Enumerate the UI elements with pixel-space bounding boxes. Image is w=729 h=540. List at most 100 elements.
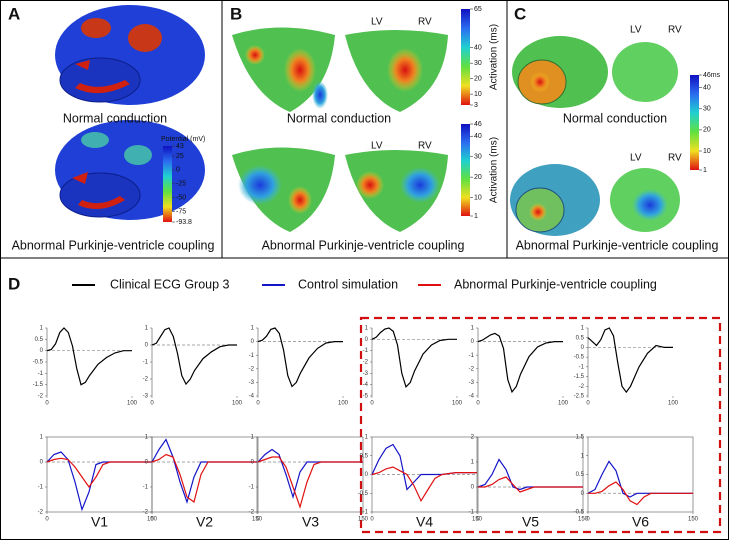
colorbar-tick-label: 20	[474, 76, 482, 83]
y-tick-label: 1	[145, 435, 149, 441]
legend-label: Control simulation	[298, 277, 398, 291]
colorbar-tick-label: 40	[474, 45, 482, 52]
colorbar-tick-label: 1	[474, 213, 478, 220]
y-tick-label: 1	[365, 435, 369, 441]
chamber-label: LV	[630, 153, 642, 164]
y-tick-label: -2	[249, 510, 255, 516]
y-tick-label: -1	[469, 353, 475, 359]
caption: Abnormal Purkinje-ventricle coupling	[516, 238, 719, 252]
y-tick-label: -4	[469, 394, 475, 400]
chamber-label: RV	[668, 25, 682, 36]
y-tick-label: -0.5	[574, 510, 585, 516]
colorbar-tick-label: 40	[474, 133, 482, 140]
x-tick-label: 150	[252, 517, 263, 523]
y-tick-label: -5	[363, 394, 369, 400]
x-tick-label: 0	[370, 401, 374, 407]
y-tick-label: -1	[363, 510, 369, 516]
y-tick-label: 1	[581, 326, 585, 332]
ecg-line	[257, 327, 343, 388]
caption: Normal conduction	[63, 111, 167, 125]
colorbar-tick-label: 65	[474, 6, 482, 13]
y-tick-label: 1	[40, 326, 44, 332]
heart-b	[232, 27, 448, 232]
plot-frame	[151, 436, 258, 513]
x-tick-label: 0	[150, 517, 154, 523]
heart-a-normal	[55, 5, 205, 105]
colorbar-tick-label: -50	[176, 195, 186, 202]
caption: Normal conduction	[563, 111, 667, 125]
colorbar-tick-label: 30	[474, 60, 482, 67]
y-tick-label: -0.5	[358, 491, 369, 497]
y-tick-label: -3	[469, 380, 475, 386]
y-tick-label: -2	[363, 360, 369, 366]
ecg-line	[151, 438, 257, 504]
x-tick-label: 0	[476, 517, 480, 523]
ecg-line	[151, 453, 257, 503]
y-tick-label: -2	[38, 510, 44, 516]
x-tick-label: 150	[578, 517, 589, 523]
caption: Normal conduction	[287, 111, 391, 125]
y-tick-label: 1	[40, 435, 44, 441]
y-tick-label: 1	[145, 326, 149, 332]
colorbar-tick-label: 43	[176, 143, 184, 150]
y-tick-label: -1	[579, 364, 585, 370]
colorbar-tick-label: 10	[474, 194, 482, 201]
heart-c	[510, 36, 680, 236]
y-tick-label: 0	[40, 348, 44, 354]
legend-label: Clinical ECG Group 3	[110, 277, 230, 291]
ecg-line	[477, 458, 583, 491]
x-tick-label: 0	[476, 401, 480, 407]
legend-label: Abnormal Purkinje-ventricle coupling	[454, 277, 657, 291]
lead-label: V6	[632, 514, 649, 530]
y-tick-label: 0	[40, 460, 44, 466]
x-tick-label: 150	[688, 517, 699, 523]
x-tick-label: 0	[370, 517, 374, 523]
x-tick-label: 0	[586, 401, 590, 407]
panel-label: D	[8, 274, 20, 293]
y-tick-label: 2	[471, 435, 475, 441]
colorbar	[690, 75, 699, 170]
ecg-line	[588, 481, 693, 506]
y-tick-label: -1	[363, 348, 369, 354]
y-tick-label: -1	[38, 485, 44, 491]
y-tick-label: -2	[579, 384, 585, 390]
colorbar	[461, 9, 470, 105]
y-tick-label: 0	[471, 485, 475, 491]
y-tick-label: -1	[38, 371, 44, 377]
lead-label: V1	[91, 514, 108, 530]
y-tick-label: 0.5	[360, 453, 369, 459]
colorbar-tick-label: 30	[474, 154, 482, 161]
panel-label: B	[230, 4, 242, 23]
colorbar-title: Activation (ms)	[489, 137, 500, 203]
caption: Abnormal Purkinje-ventricle coupling	[262, 238, 465, 252]
x-tick-label: 100	[452, 401, 463, 407]
lead-label: V3	[302, 514, 319, 530]
highlight-box	[359, 316, 722, 534]
y-tick-label: -2.5	[574, 394, 585, 400]
chamber-label: LV	[371, 17, 383, 28]
ecg-line	[587, 460, 693, 498]
x-tick-label: 100	[232, 401, 243, 407]
y-tick-label: -4	[363, 382, 369, 388]
y-tick-label: 1	[251, 326, 255, 332]
y-tick-label: -1.5	[574, 374, 585, 380]
y-tick-label: 0	[145, 460, 149, 466]
colorbar-tick-label: 10	[474, 91, 482, 98]
colorbar-tick-label: -25	[176, 181, 186, 188]
y-tick-label: 0	[365, 337, 369, 343]
caption: Abnormal Purkinje-ventricle coupling	[12, 238, 215, 252]
y-tick-label: -2	[38, 394, 44, 400]
y-tick-label: 0	[581, 491, 585, 497]
chamber-label: LV	[630, 25, 642, 36]
y-tick-label: 0.5	[576, 335, 585, 341]
colorbar-tick-label: 0	[176, 167, 180, 174]
x-tick-label: 150	[147, 517, 158, 523]
ecg-line	[151, 327, 237, 386]
y-tick-label: 0	[365, 472, 369, 478]
colorbar-tick-label: 46ms	[703, 72, 721, 79]
colorbar-tick-label: 40	[703, 85, 711, 92]
x-tick-label: 100	[668, 401, 679, 407]
chamber-label: LV	[371, 141, 383, 152]
chamber-label: RV	[418, 17, 432, 28]
